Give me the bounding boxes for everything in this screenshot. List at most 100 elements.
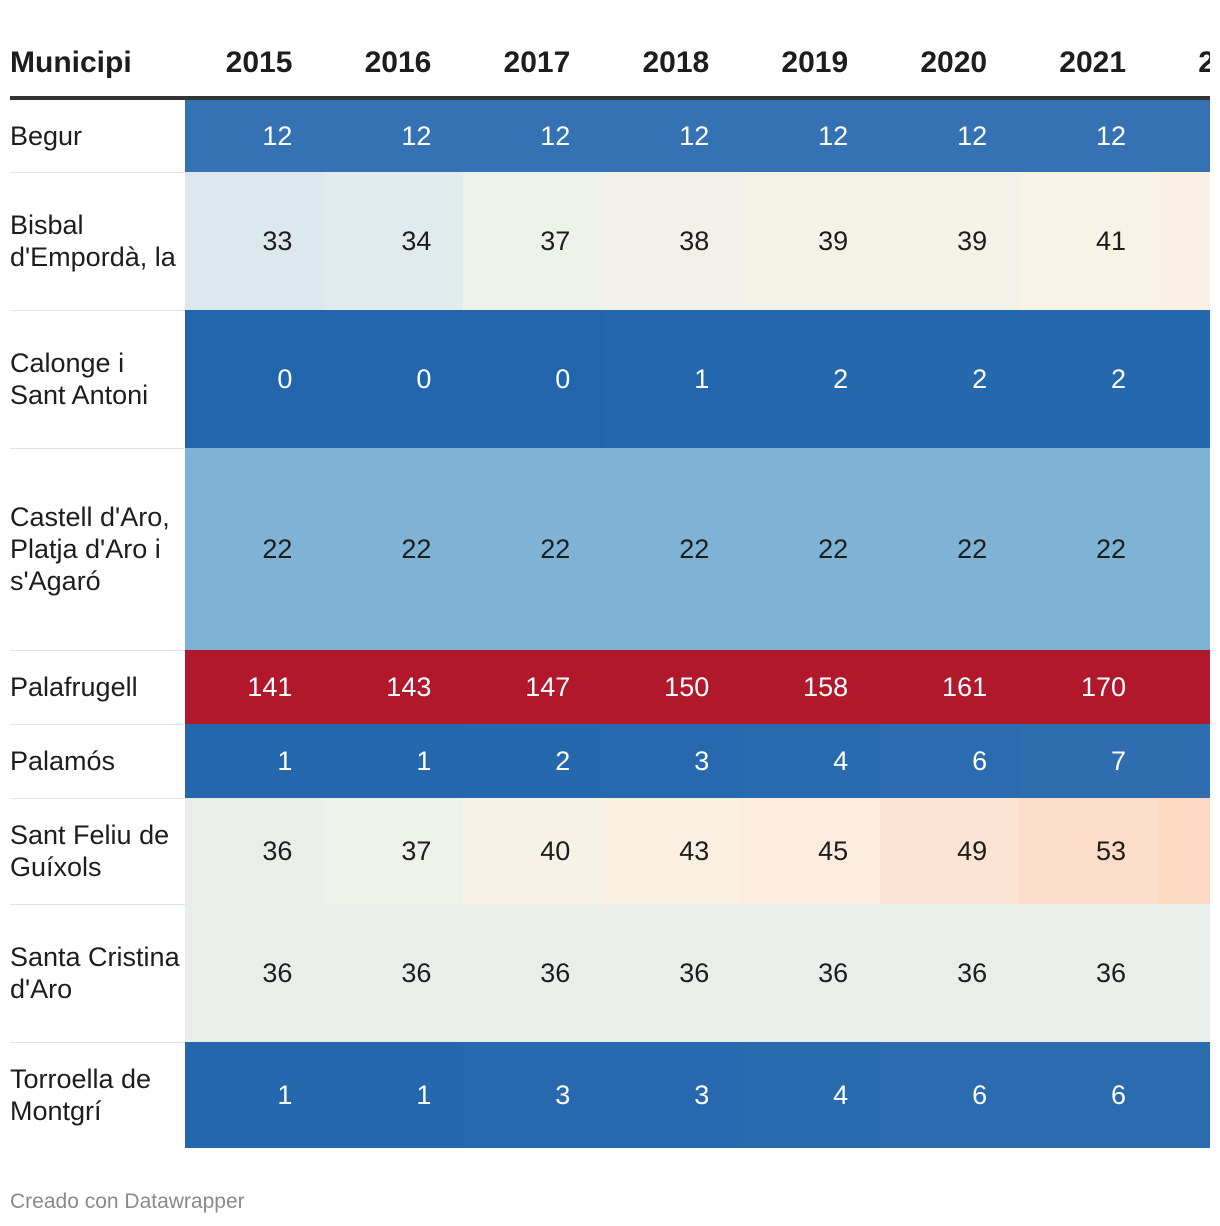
heat-cell-2020: 2: [880, 310, 1020, 448]
heat-cell-2015: 33: [185, 172, 325, 310]
heat-cell-2015: 12: [185, 98, 325, 172]
column-header-municipi: Municipi: [10, 30, 186, 100]
heat-cell-2020: 22: [880, 448, 1020, 650]
table-row: Begur1212121212121212: [10, 98, 1210, 173]
heat-cell-2016: 12: [324, 98, 464, 172]
column-header-2021: 2021: [1019, 30, 1159, 100]
heat-cell-2019: 22: [741, 448, 881, 650]
heat-cell-2016: 1: [324, 724, 464, 798]
heat-cell-2021: 36: [1019, 904, 1159, 1042]
heat-cell-2022: 6: [1158, 1042, 1210, 1148]
heat-cell-2018: 3: [602, 1042, 742, 1148]
heat-cell-2018: 22: [602, 448, 742, 650]
heat-cell-2020: 36: [880, 904, 1020, 1042]
row-label: Palafrugell: [10, 650, 186, 725]
heat-cell-2019: 2: [741, 310, 881, 448]
heat-cell-2015: 36: [185, 798, 325, 904]
row-label: Begur: [10, 98, 186, 173]
heatmap-table: Municipi20152016201720182019202020212022…: [10, 30, 1210, 1148]
heat-cell-2020: 161: [880, 650, 1020, 724]
row-label: Castell d'Aro, Platja d'Aro i s'Agaró: [10, 448, 186, 651]
heat-cell-2020: 12: [880, 98, 1020, 172]
table-row: Sant Feliu de Guíxols3637404345495355: [10, 798, 1210, 905]
heat-cell-2015: 141: [185, 650, 325, 724]
heat-cell-2020: 49: [880, 798, 1020, 904]
heat-cell-2018: 1: [602, 310, 742, 448]
heat-cell-2021: 7: [1019, 724, 1159, 798]
table-row: Bisbal d'Empordà, la3334373839394142: [10, 172, 1210, 311]
heat-cell-2021: 53: [1019, 798, 1159, 904]
heat-cell-2020: 6: [880, 724, 1020, 798]
heat-cell-2018: 36: [602, 904, 742, 1042]
heat-cell-2018: 12: [602, 98, 742, 172]
column-header-2017: 2017: [463, 30, 603, 100]
heat-cell-2016: 0: [324, 310, 464, 448]
heat-cell-2018: 3: [602, 724, 742, 798]
table-row: Santa Cristina d'Aro3636363636363636: [10, 904, 1210, 1043]
heat-cell-2019: 36: [741, 904, 881, 1042]
heat-cell-2022: 7: [1158, 724, 1210, 798]
heat-cell-2016: 34: [324, 172, 464, 310]
heat-cell-2021: 6: [1019, 1042, 1159, 1148]
heat-cell-2017: 36: [463, 904, 603, 1042]
heat-cell-2019: 4: [741, 1042, 881, 1148]
column-header-2022: 2022: [1158, 30, 1210, 100]
row-label: Calonge i Sant Antoni: [10, 310, 186, 449]
column-header-2018: 2018: [602, 30, 742, 100]
heat-cell-2016: 1: [324, 1042, 464, 1148]
table-row: Palafrugell141143147150158161170176: [10, 650, 1210, 725]
heat-cell-2020: 6: [880, 1042, 1020, 1148]
table-row: Calonge i Sant Antoni00012222: [10, 310, 1210, 449]
heat-cell-2022: 36: [1158, 904, 1210, 1042]
row-label: Bisbal d'Empordà, la: [10, 172, 186, 311]
heat-cell-2018: 38: [602, 172, 742, 310]
heat-cell-2015: 1: [185, 724, 325, 798]
heat-cell-2017: 0: [463, 310, 603, 448]
heat-cell-2015: 0: [185, 310, 325, 448]
header-row: Municipi20152016201720182019202020212022: [10, 30, 1210, 100]
heat-cell-2022: 176: [1158, 650, 1210, 724]
heat-cell-2017: 147: [463, 650, 603, 724]
heat-cell-2017: 2: [463, 724, 603, 798]
heat-cell-2021: 2: [1019, 310, 1159, 448]
heat-cell-2021: 22: [1019, 448, 1159, 650]
heatmap-table-container: Municipi20152016201720182019202020212022…: [10, 30, 1210, 1148]
heat-cell-2022: 55: [1158, 798, 1210, 904]
table-row: Castell d'Aro, Platja d'Aro i s'Agaró 22 2…: [10, 448, 1210, 651]
heat-cell-2017: 40: [463, 798, 603, 904]
column-header-2016: 2016: [324, 30, 464, 100]
heat-cell-2021: 170: [1019, 650, 1159, 724]
heat-cell-2016: 143: [324, 650, 464, 724]
table-row: Palamós11234677: [10, 724, 1210, 799]
heat-cell-2017: 22: [463, 448, 603, 650]
heat-cell-2022: 22: [1158, 448, 1210, 650]
heat-cell-2015: 1: [185, 1042, 325, 1148]
column-header-2019: 2019: [741, 30, 881, 100]
heat-cell-2015: 36: [185, 904, 325, 1042]
heat-cell-2017: 37: [463, 172, 603, 310]
heat-cell-2019: 45: [741, 798, 881, 904]
row-label: Palamós: [10, 724, 186, 799]
heat-cell-2015: 22: [185, 448, 325, 650]
heat-cell-2016: 37: [324, 798, 464, 904]
heat-cell-2022: 42: [1158, 172, 1210, 310]
footer-credit: Creado con Datawrapper: [10, 1190, 245, 1213]
column-header-2015: 2015: [185, 30, 325, 100]
heat-cell-2019: 158: [741, 650, 881, 724]
heat-cell-2016: 22: [324, 448, 464, 650]
heat-cell-2021: 41: [1019, 172, 1159, 310]
row-label: Sant Feliu de Guíxols: [10, 798, 186, 905]
column-header-2020: 2020: [880, 30, 1020, 100]
heat-cell-2019: 39: [741, 172, 881, 310]
heat-cell-2022: 2: [1158, 310, 1210, 448]
table-body: Begur1212121212121212Bisbal d'Empordà, l…: [10, 98, 1210, 1148]
heat-cell-2016: 36: [324, 904, 464, 1042]
heat-cell-2019: 12: [741, 98, 881, 172]
heat-cell-2019: 4: [741, 724, 881, 798]
heat-cell-2017: 3: [463, 1042, 603, 1148]
heat-cell-2021: 12: [1019, 98, 1159, 172]
row-label: Torroella de Montgrí: [10, 1042, 186, 1148]
heat-cell-2018: 150: [602, 650, 742, 724]
heat-cell-2017: 12: [463, 98, 603, 172]
heat-cell-2020: 39: [880, 172, 1020, 310]
